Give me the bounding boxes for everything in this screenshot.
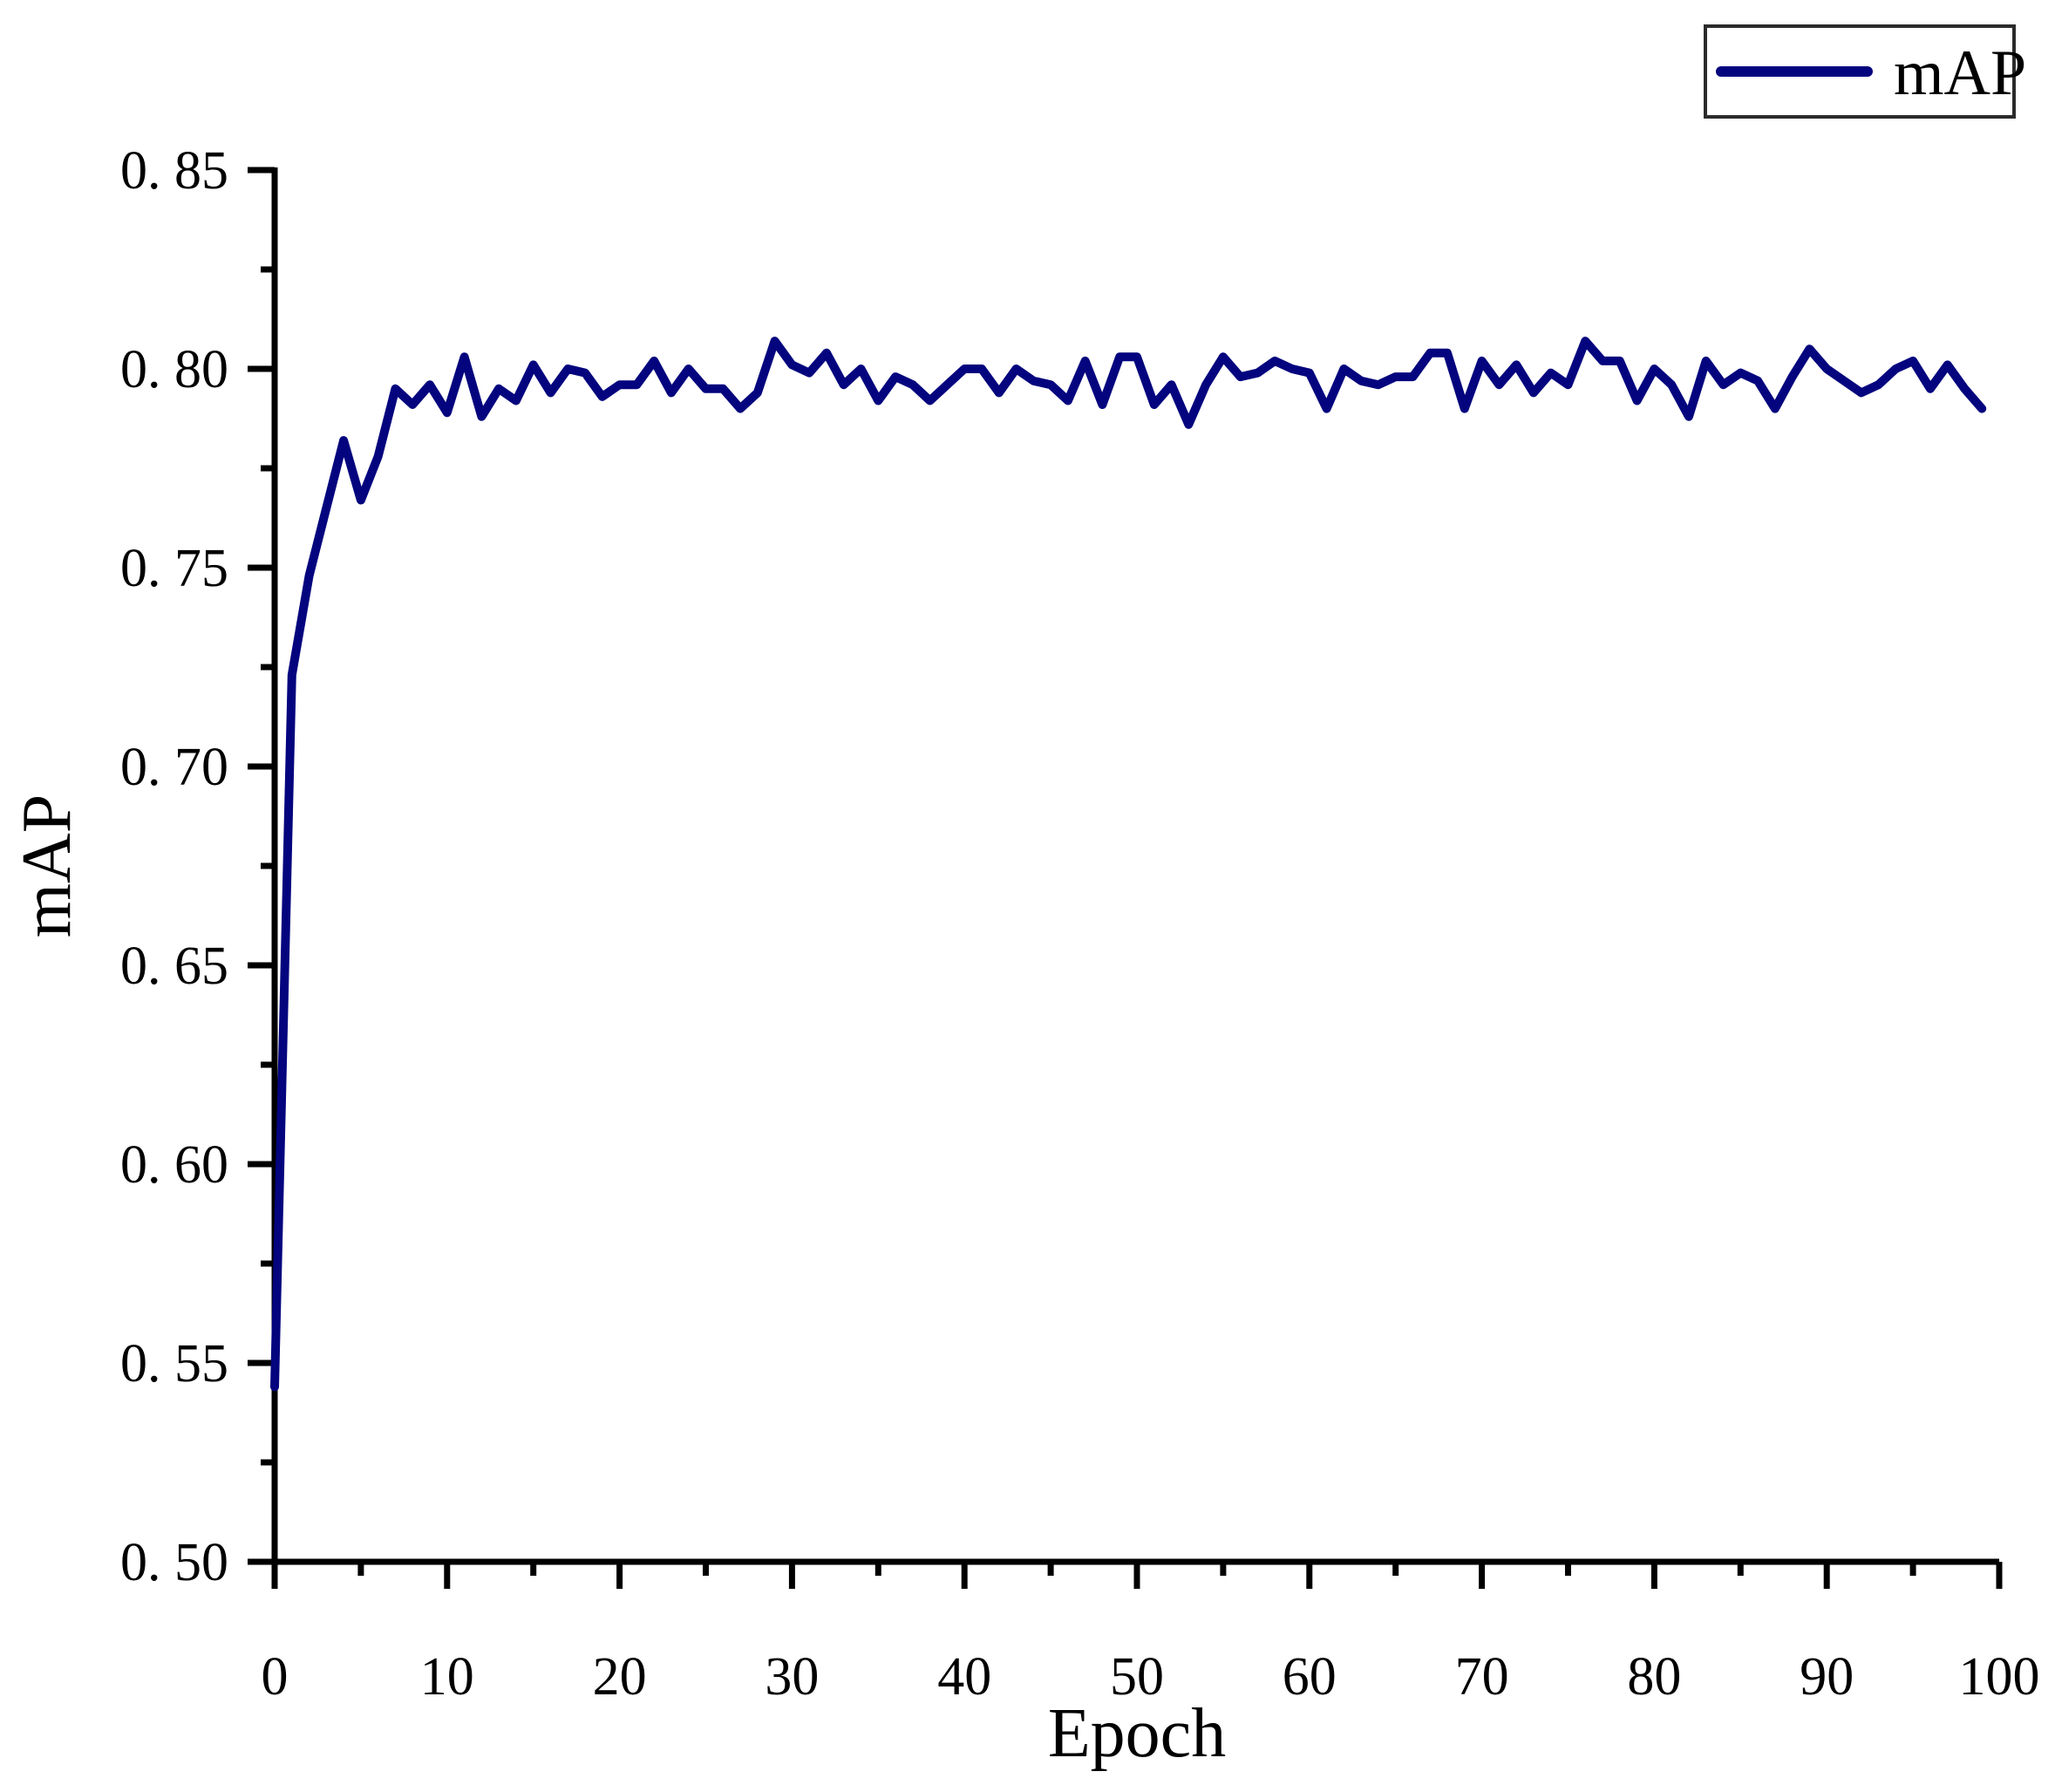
y-tick-label: 0. 65 — [120, 937, 228, 996]
x-tick-label: 60 — [1283, 1647, 1337, 1707]
x-tick-label: 100 — [1959, 1647, 2040, 1707]
legend-label: mAP — [1894, 37, 2026, 109]
x-tick-label: 50 — [1110, 1647, 1164, 1707]
x-tick-label: 80 — [1627, 1647, 1681, 1707]
y-tick-label: 0. 75 — [120, 539, 228, 598]
x-axis-title: Epoch — [1048, 1695, 1226, 1772]
y-axis-title: mAP — [9, 794, 85, 938]
y-tick-label: 0. 80 — [120, 340, 228, 399]
y-tick-label: 0. 70 — [120, 738, 228, 797]
x-tick-label: 90 — [1800, 1647, 1854, 1707]
x-tick-label: 70 — [1455, 1647, 1509, 1707]
y-tick-label: 0. 60 — [120, 1135, 228, 1195]
x-tick-label: 10 — [420, 1647, 474, 1707]
x-tick-label: 20 — [593, 1647, 647, 1707]
map-series-line — [270, 337, 1987, 1392]
x-tick-label: 0 — [262, 1647, 289, 1707]
x-tick-label: 40 — [937, 1647, 991, 1707]
x-tick-label: 30 — [765, 1647, 819, 1707]
y-tick-label: 0. 50 — [120, 1533, 228, 1592]
y-tick-label: 0. 85 — [120, 141, 228, 201]
y-tick-label: 0. 55 — [120, 1334, 228, 1393]
